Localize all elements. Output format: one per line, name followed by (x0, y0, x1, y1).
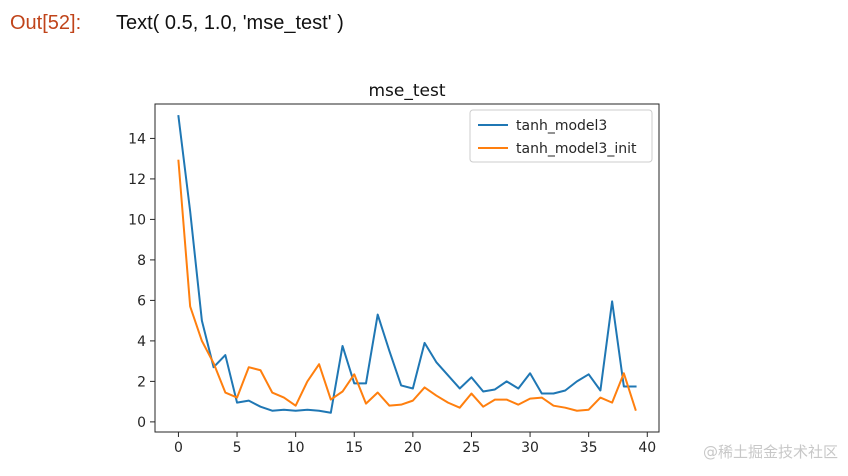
chart-title: mse_test (368, 81, 445, 101)
x-tick-label: 30 (521, 440, 539, 456)
series-line-1 (177, 115, 637, 414)
y-tick-label: 4 (137, 334, 146, 350)
series-line-2 (177, 159, 637, 412)
x-tick-label: 40 (638, 440, 656, 456)
x-tick-label: 5 (233, 440, 242, 456)
y-tick-label: 2 (137, 374, 146, 390)
y-tick-label: 12 (128, 172, 146, 188)
x-tick-label: 0 (174, 440, 183, 456)
legend-label: tanh_model3 (516, 118, 607, 134)
output-text: Text( 0.5, 1.0, 'mse_test' ) (116, 12, 344, 34)
y-tick-label: 0 (137, 415, 146, 431)
legend-label: tanh_model3_init (516, 141, 637, 157)
x-tick-label: 25 (463, 440, 481, 456)
output-prompt: Out[52]: (10, 12, 82, 34)
y-tick-label: 14 (128, 131, 146, 147)
plot-frame (154, 103, 660, 433)
x-tick-label: 20 (404, 440, 422, 456)
plot-area: 0 5 10 15 20 25 30 35 40 0 2 4 6 8 10 12 14 (128, 103, 660, 456)
watermark: @稀土掘金技术社区 (702, 443, 838, 461)
x-tick-label: 15 (345, 440, 363, 456)
legend-box (469, 109, 653, 163)
y-tick-label: 6 (137, 293, 146, 309)
x-tick-label: 10 (287, 440, 305, 456)
y-tick-label: 8 (137, 253, 146, 269)
legend: tanh_model3 tanh_model3_init (469, 109, 653, 163)
y-tick-label: 10 (128, 212, 146, 228)
x-tick-label: 35 (580, 440, 598, 456)
